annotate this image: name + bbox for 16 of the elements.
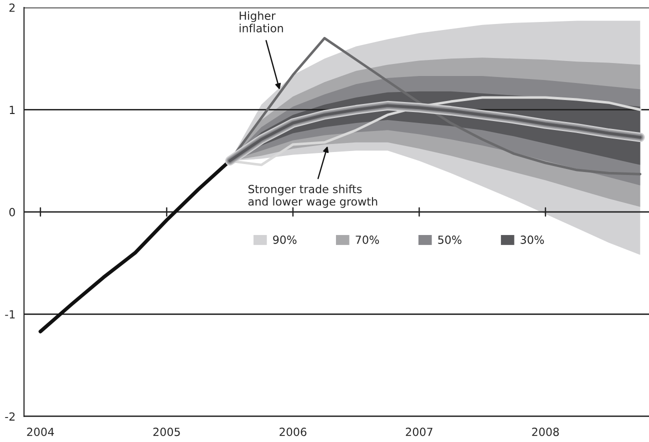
annotation: Stronger trade shifts and lower wage growth <box>248 184 378 208</box>
y-tick-label: 0 <box>9 208 15 216</box>
x-tick-label: 2006 <box>280 428 306 436</box>
legend-label: 90% <box>273 236 296 244</box>
legend-label: 50% <box>438 236 462 244</box>
y-tick-label: -1 <box>5 310 15 318</box>
x-tick-label: 2005 <box>153 428 180 436</box>
y-tick-label: -2 <box>5 412 15 421</box>
y-tick-label: 1 <box>10 106 15 114</box>
legend-label: 30% <box>520 236 544 244</box>
annotation: Higher inflation <box>240 11 283 32</box>
x-tick-label: 2008 <box>532 428 559 436</box>
y-tick-label: 2 <box>9 3 15 12</box>
legend-label: 70% <box>356 236 379 244</box>
x-tick-label: 2007 <box>406 428 432 436</box>
x-tick-label: 2004 <box>27 428 54 436</box>
